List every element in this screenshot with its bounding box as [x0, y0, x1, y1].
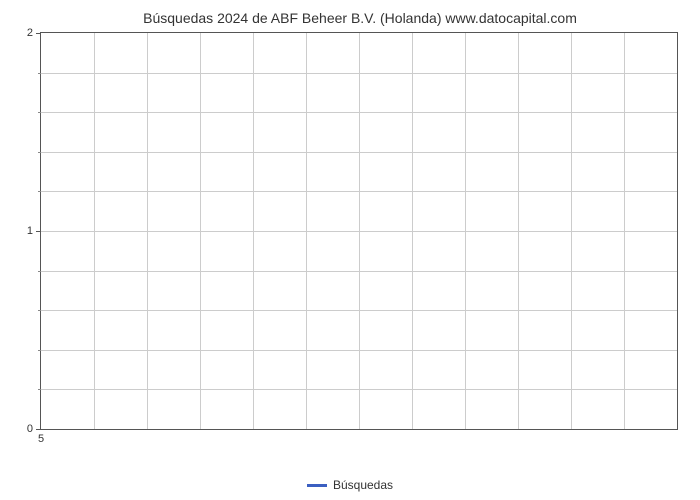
chart-container: Búsquedas 2024 de ABF Beheer B.V. (Holan…: [40, 10, 680, 450]
y-minor-tick: [38, 112, 41, 113]
legend-label: Búsquedas: [333, 478, 393, 492]
y-minor-tick: [38, 389, 41, 390]
grid-line-horizontal: [41, 112, 677, 113]
y-minor-tick: [38, 152, 41, 153]
chart-title: Búsquedas 2024 de ABF Beheer B.V. (Holan…: [40, 10, 680, 26]
y-minor-tick: [38, 350, 41, 351]
y-minor-tick: [38, 191, 41, 192]
grid-line-horizontal: [41, 191, 677, 192]
grid-line-horizontal: [41, 271, 677, 272]
y-tick-label: 2: [27, 27, 41, 39]
y-minor-tick: [38, 73, 41, 74]
grid-line-horizontal: [41, 73, 677, 74]
legend: Búsquedas: [0, 474, 700, 493]
x-tick-label: 5: [38, 429, 44, 445]
y-minor-tick: [38, 271, 41, 272]
y-minor-tick: [38, 310, 41, 311]
grid-line-horizontal: [41, 350, 677, 351]
legend-item: Búsquedas: [307, 478, 393, 492]
grid-line-horizontal: [41, 152, 677, 153]
grid-line-horizontal: [41, 231, 677, 232]
plot-area: 0125: [40, 32, 678, 430]
grid-line-horizontal: [41, 310, 677, 311]
y-tick-label: 1: [27, 225, 41, 237]
grid-line-horizontal: [41, 389, 677, 390]
legend-swatch: [307, 484, 327, 487]
